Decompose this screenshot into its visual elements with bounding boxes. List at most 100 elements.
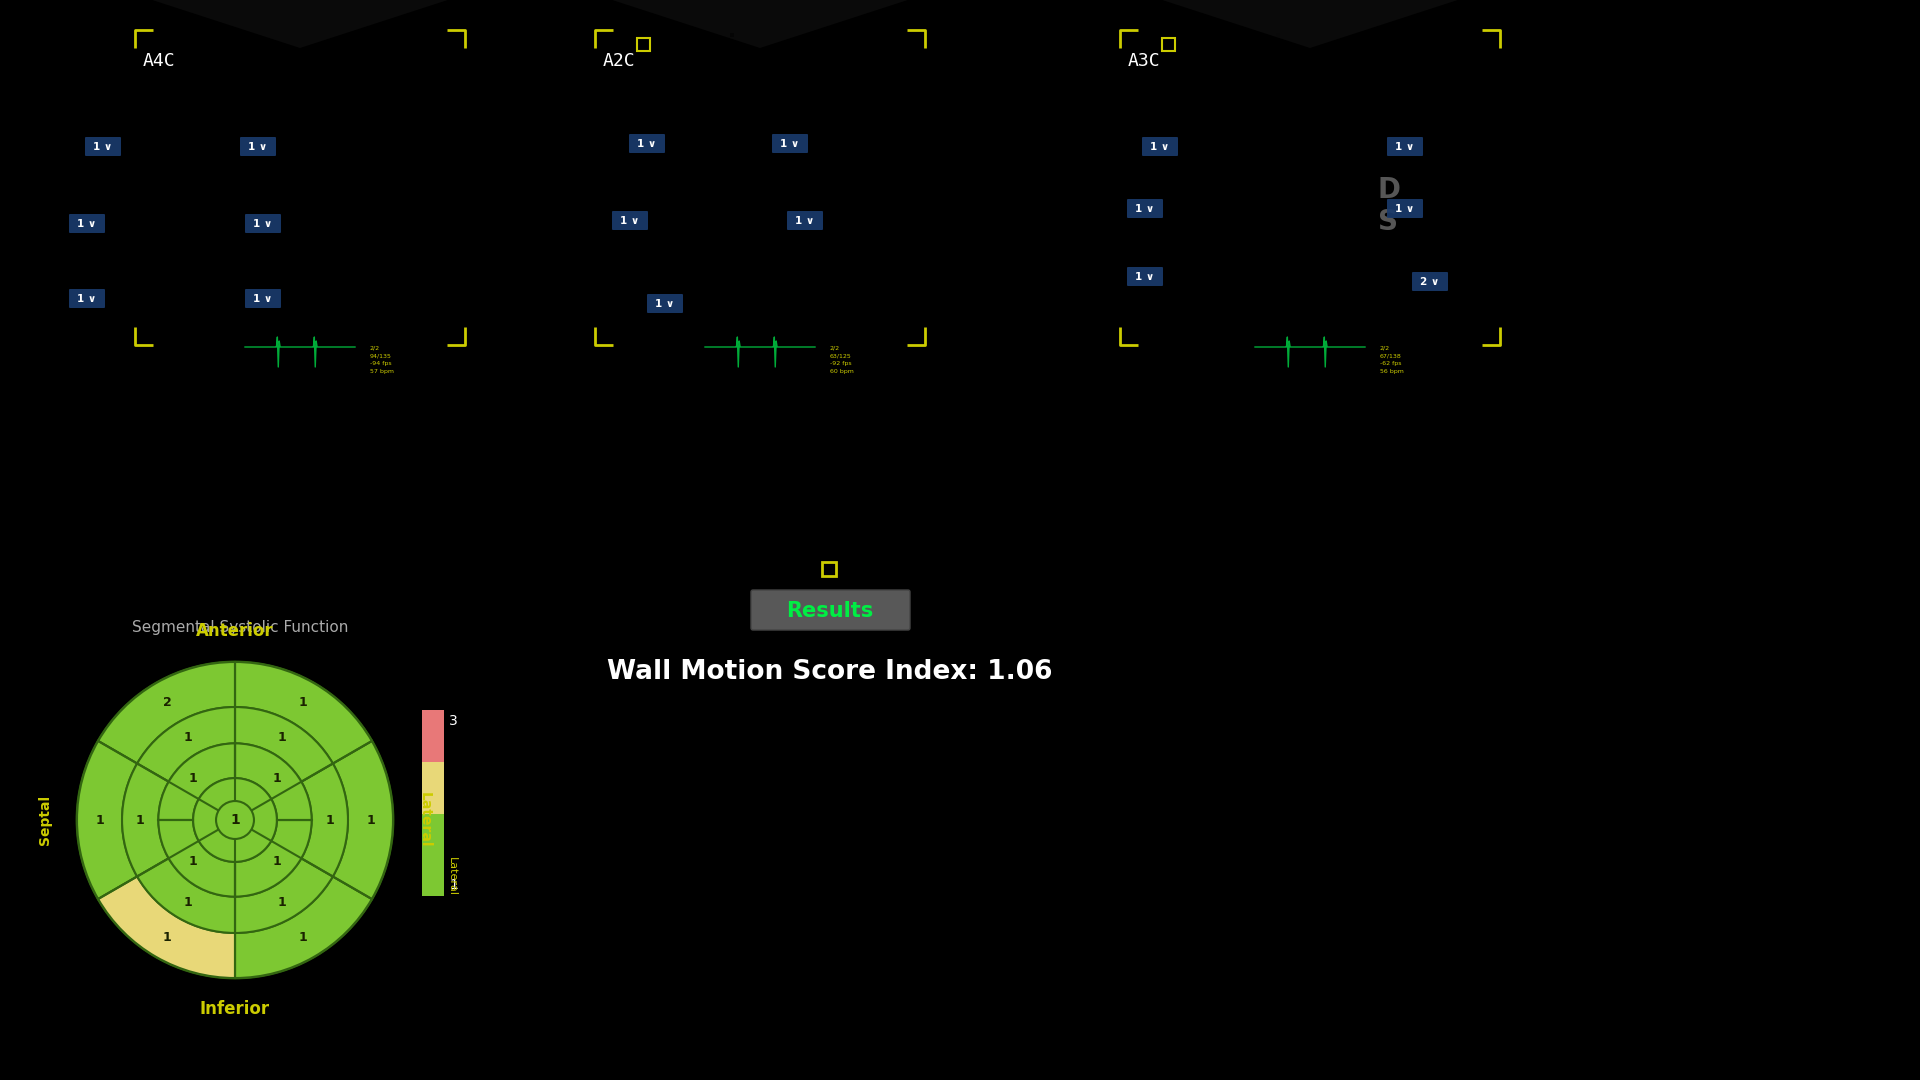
Text: -62 fps: -62 fps [1380, 361, 1402, 366]
Wedge shape [234, 859, 332, 933]
Text: 1 ∨: 1 ∨ [77, 294, 96, 303]
Circle shape [194, 778, 276, 862]
Text: 1: 1 [324, 813, 334, 826]
Wedge shape [470, 0, 1048, 48]
Bar [1162, 38, 1175, 51]
Wedge shape [301, 764, 348, 877]
Text: A4C: A4C [142, 52, 175, 70]
Wedge shape [123, 764, 169, 877]
Text: 56 bpm: 56 bpm [1380, 369, 1404, 374]
Text: 2/2: 2/2 [1380, 345, 1390, 350]
Text: S: S [1379, 208, 1398, 237]
Bar [422, 710, 444, 762]
Text: 1 ∨: 1 ∨ [248, 141, 267, 152]
Text: 1: 1 [273, 771, 280, 784]
Text: 1 ∨: 1 ∨ [94, 141, 113, 152]
Bar [637, 38, 651, 51]
Text: 3: 3 [449, 714, 457, 728]
Text: 1: 1 [182, 895, 192, 908]
Text: 1 ∨: 1 ∨ [77, 219, 96, 229]
Text: 1: 1 [96, 813, 104, 826]
Wedge shape [12, 0, 589, 48]
Text: 57 bpm: 57 bpm [371, 369, 394, 374]
Text: 1: 1 [278, 895, 286, 908]
FancyBboxPatch shape [772, 134, 808, 153]
Text: 1 ∨: 1 ∨ [637, 139, 657, 149]
Text: 1: 1 [136, 813, 144, 826]
FancyBboxPatch shape [246, 289, 280, 308]
Wedge shape [1021, 0, 1599, 48]
Wedge shape [234, 662, 372, 764]
Text: 60 bpm: 60 bpm [829, 369, 854, 374]
Text: 1: 1 [163, 931, 171, 944]
Text: 94/135: 94/135 [371, 353, 392, 357]
Text: -92 fps: -92 fps [829, 361, 852, 366]
FancyBboxPatch shape [787, 211, 824, 230]
FancyBboxPatch shape [69, 289, 106, 308]
Bar [422, 814, 444, 896]
FancyBboxPatch shape [612, 211, 649, 230]
Bar [422, 762, 444, 814]
Wedge shape [157, 820, 234, 896]
Text: 1 ∨: 1 ∨ [795, 216, 814, 226]
Text: 1 ∨: 1 ∨ [253, 294, 273, 303]
FancyBboxPatch shape [1127, 199, 1164, 218]
Text: 1 ∨: 1 ∨ [780, 139, 799, 149]
Text: Results: Results [787, 600, 874, 621]
FancyBboxPatch shape [1127, 267, 1164, 286]
Bar [822, 562, 835, 576]
FancyBboxPatch shape [84, 137, 121, 156]
FancyBboxPatch shape [1386, 199, 1423, 218]
Text: 1: 1 [188, 771, 198, 784]
Wedge shape [234, 877, 372, 978]
Text: 1 ∨: 1 ∨ [1135, 204, 1154, 214]
Text: Inferior: Inferior [200, 1000, 271, 1018]
Text: 2: 2 [163, 697, 171, 710]
Text: Anterior: Anterior [196, 622, 275, 640]
Text: 63/125: 63/125 [829, 353, 852, 357]
Text: 1: 1 [182, 731, 192, 744]
Text: 1: 1 [188, 855, 198, 868]
Text: Segmental Systolic Function: Segmental Systolic Function [132, 620, 348, 635]
Text: 1 ∨: 1 ∨ [620, 216, 639, 226]
Wedge shape [136, 859, 234, 933]
Text: 1: 1 [449, 878, 457, 892]
FancyBboxPatch shape [69, 214, 106, 233]
Circle shape [217, 801, 253, 839]
Text: 2/2: 2/2 [371, 345, 380, 350]
Wedge shape [98, 877, 234, 978]
Circle shape [77, 662, 394, 978]
FancyBboxPatch shape [246, 214, 280, 233]
Wedge shape [98, 662, 234, 764]
Text: Wall Motion Score Index: 1.06: Wall Motion Score Index: 1.06 [607, 659, 1052, 685]
Text: 1 ∨: 1 ∨ [1135, 272, 1154, 282]
Text: D: D [1379, 176, 1402, 204]
FancyBboxPatch shape [647, 294, 684, 313]
Point [716, 27, 747, 44]
Text: Lateral: Lateral [419, 793, 432, 848]
Text: 1: 1 [298, 697, 307, 710]
Text: A3C: A3C [1129, 52, 1160, 70]
FancyBboxPatch shape [1386, 137, 1423, 156]
FancyBboxPatch shape [1411, 272, 1448, 291]
Text: 1 ∨: 1 ∨ [253, 219, 273, 229]
Text: 1: 1 [367, 813, 374, 826]
Text: Lateral: Lateral [447, 858, 457, 896]
Wedge shape [157, 743, 234, 820]
Text: 2 ∨: 2 ∨ [1421, 276, 1440, 287]
Text: 1: 1 [278, 731, 286, 744]
FancyBboxPatch shape [1142, 137, 1179, 156]
Text: 1 ∨: 1 ∨ [1150, 141, 1169, 152]
Point [1261, 27, 1292, 44]
FancyBboxPatch shape [240, 137, 276, 156]
Text: 1: 1 [298, 931, 307, 944]
Wedge shape [234, 707, 332, 782]
Text: 1 ∨: 1 ∨ [1396, 204, 1415, 214]
Text: A2C: A2C [603, 52, 636, 70]
Wedge shape [77, 741, 136, 899]
FancyBboxPatch shape [751, 590, 910, 630]
Wedge shape [136, 707, 234, 782]
Wedge shape [332, 741, 394, 899]
Text: 1: 1 [230, 813, 240, 827]
Text: 2/2: 2/2 [829, 345, 841, 350]
